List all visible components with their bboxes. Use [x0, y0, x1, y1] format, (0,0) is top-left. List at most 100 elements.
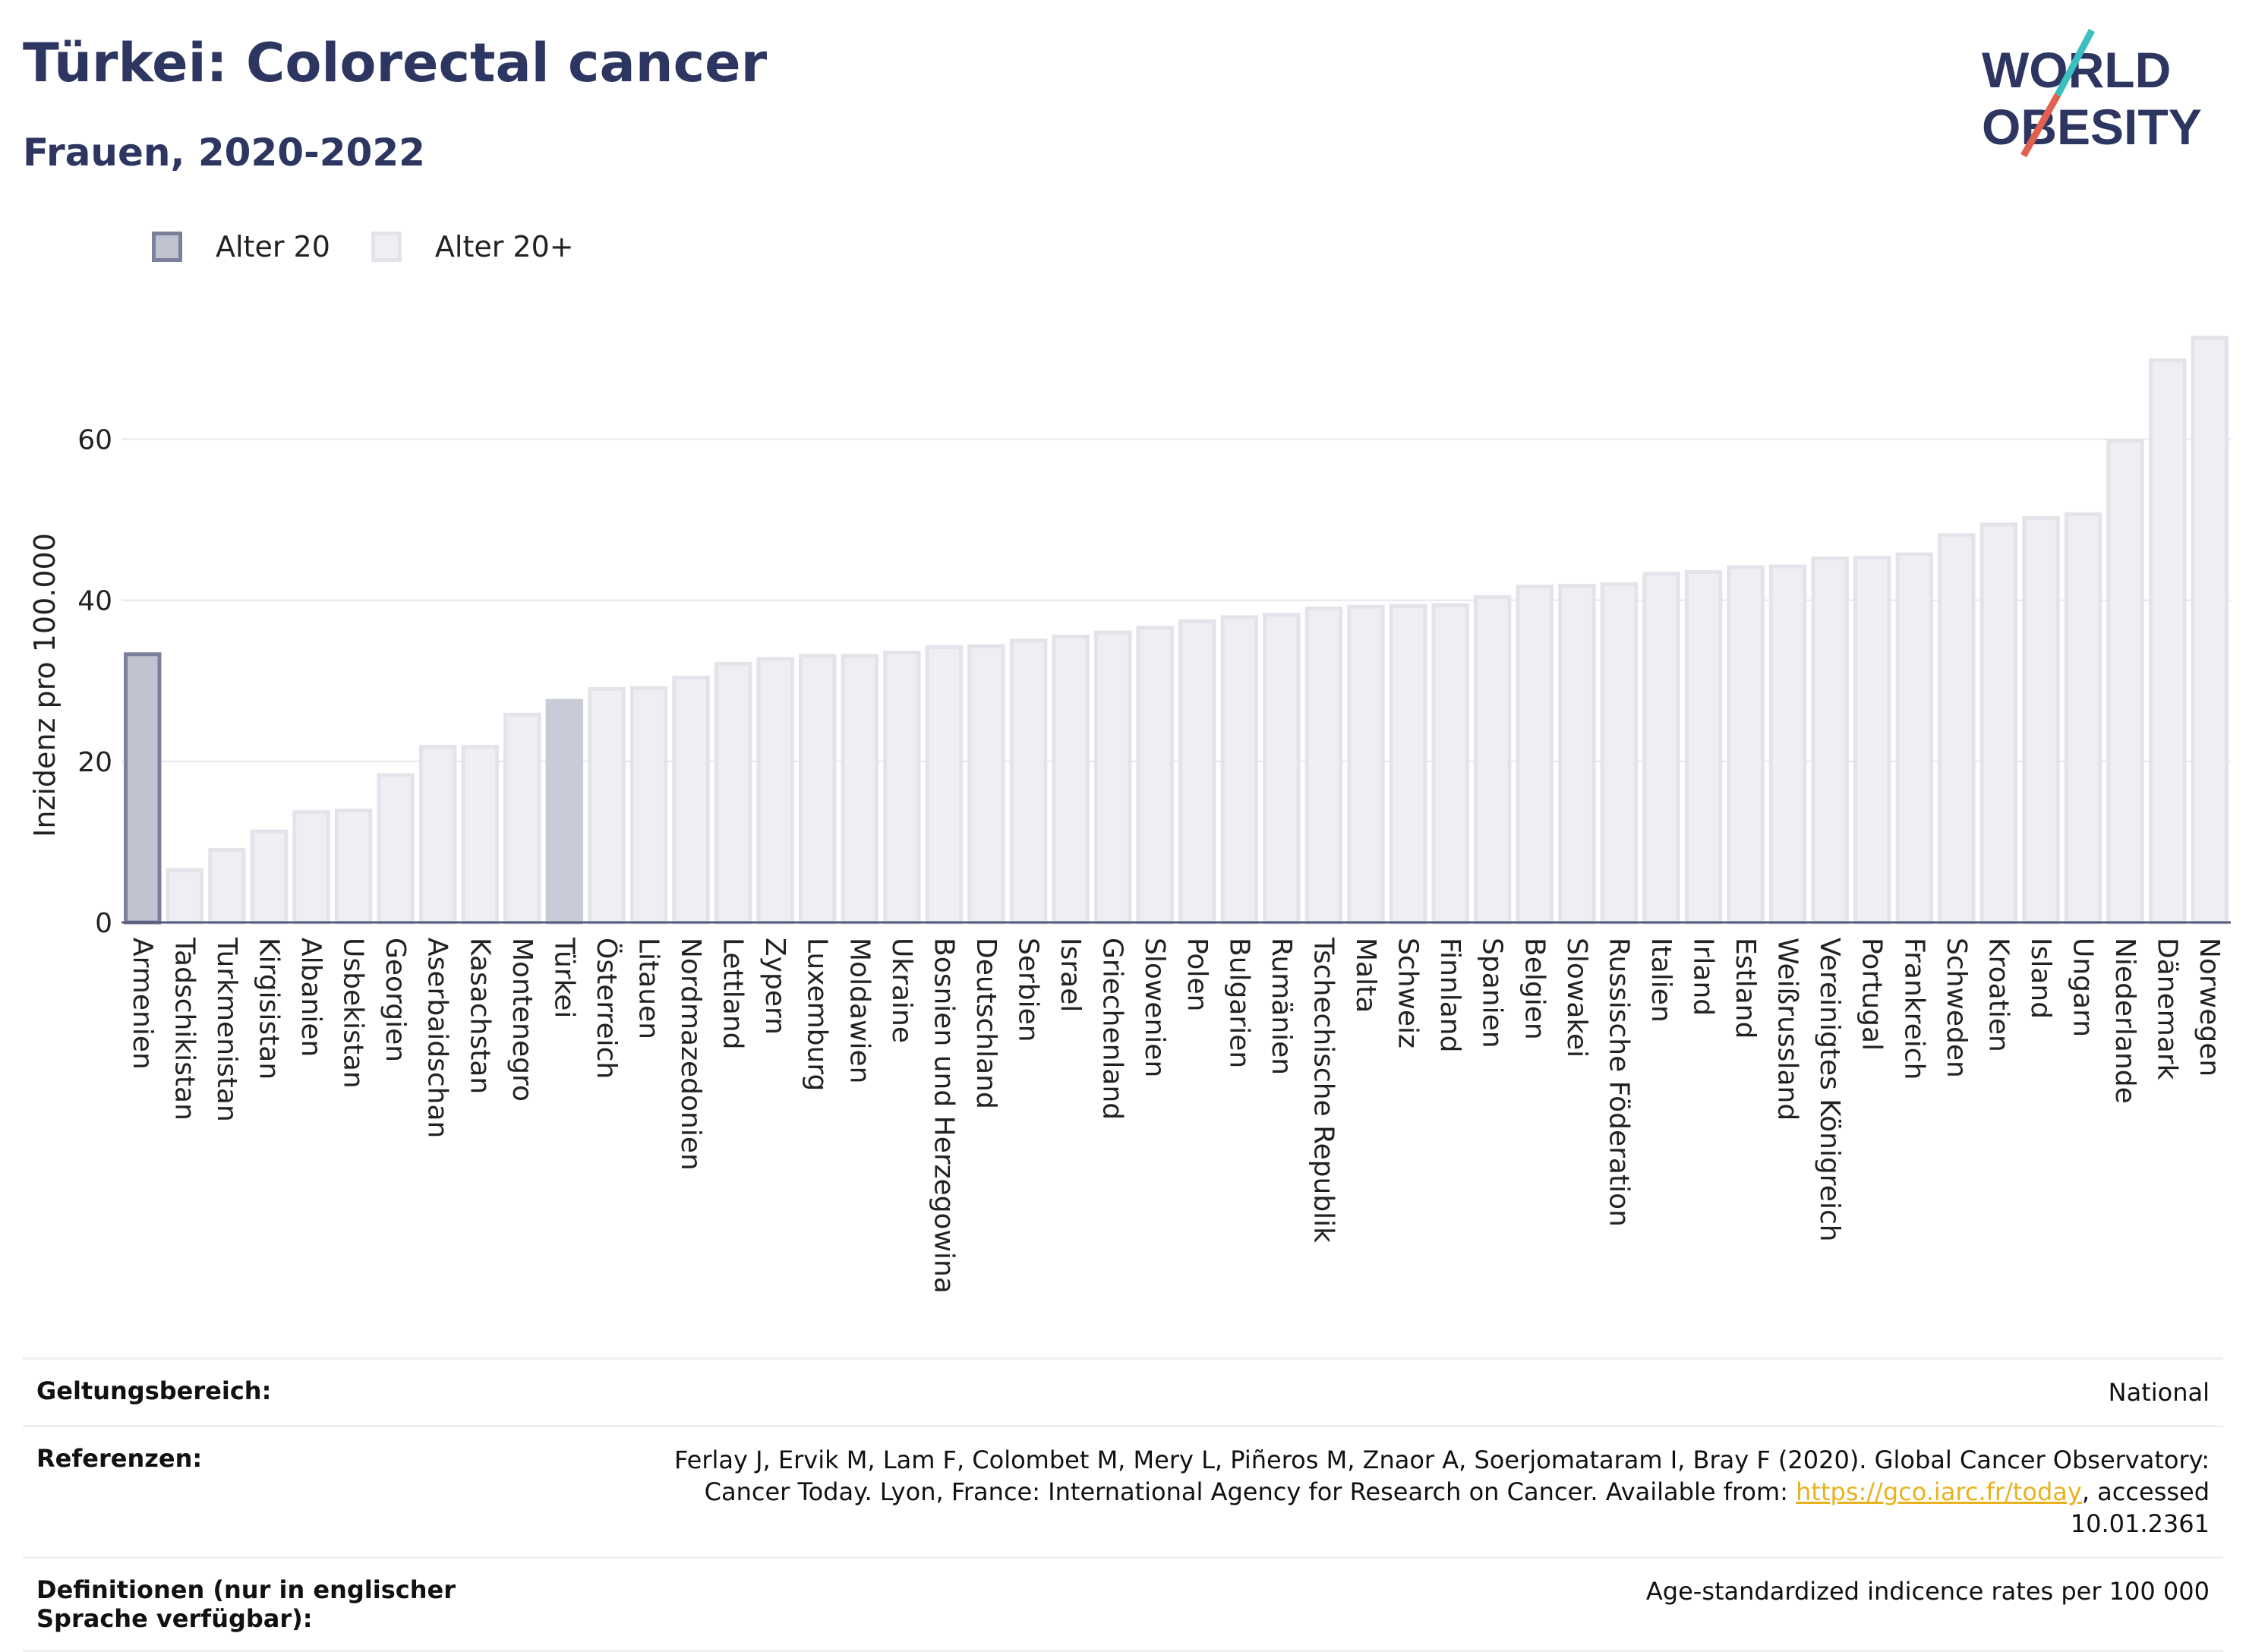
x-tick-label: Albanien [295, 938, 326, 1057]
reference-accessed: , accessed 10.01.2361 [2070, 1477, 2210, 1538]
bar [1052, 634, 1090, 925]
x-tick-label: Turkmenistan [211, 937, 242, 1122]
legend-swatch-alter-20-plus [371, 232, 402, 262]
bar [418, 745, 457, 925]
x-tick-label: Serbien [1013, 938, 1044, 1042]
x-tick-label: Slowakei [1561, 938, 1592, 1058]
bar [503, 712, 541, 925]
bar [1304, 606, 1343, 925]
x-tick-label: Armenien [127, 938, 158, 1070]
x-tick-label: Aserbaidschan [422, 938, 453, 1138]
bar [2064, 512, 2102, 925]
reference-text: Ferlay J, Ervik M, Lam F, Colombet M, Me… [674, 1446, 2210, 1506]
x-tick-label: Niederlande [2109, 938, 2140, 1104]
bar [967, 644, 1005, 925]
x-tick-label: Türkei [548, 937, 579, 1018]
x-tick-label: Polen [1181, 938, 1213, 1011]
svg-text:OBESITY: OBESITY [1982, 99, 2202, 155]
bar [1600, 582, 1639, 925]
x-tick-label: Österreich [591, 938, 623, 1079]
legend-item-alter-20-plus[interactable]: Alter 20+ [371, 230, 574, 263]
x-tick-label: Bosnien und Herzegowina [928, 938, 959, 1294]
bar [1642, 572, 1680, 925]
y-tick-label: 40 [77, 586, 112, 617]
bar [1979, 522, 2018, 925]
bar [208, 848, 246, 925]
x-tick-label: Moldawien [844, 938, 875, 1083]
x-tick-label: Tadschikistan [169, 937, 200, 1121]
bar [2191, 336, 2229, 925]
x-tick-label: Bulgarien [1223, 938, 1254, 1068]
x-tick-label: Weißrussland [1772, 938, 1803, 1121]
bar [1516, 585, 1554, 925]
bar [461, 745, 499, 925]
x-tick-label: Portugal [1856, 938, 1888, 1051]
bar-chart: 0 20 40 60 Inzidenz pro 100.000 Armenien Tadsc… [28, 336, 2231, 1294]
x-tick-label: Irland [1688, 938, 1719, 1016]
bar [2106, 439, 2144, 925]
x-tick-label: Kasachstan [464, 938, 495, 1094]
footer-value-references: Ferlay J, Ervik M, Lam F, Colombet M, Me… [615, 1444, 2210, 1540]
svg-text:WORLD: WORLD [1982, 42, 2171, 98]
x-tick-label: Malta [1350, 938, 1381, 1013]
x-tick-label: Tschechische Republik [1308, 937, 1339, 1243]
bar [1727, 565, 1765, 925]
bar [250, 829, 289, 925]
x-tick-label: Griechenland [1097, 938, 1128, 1120]
x-tick-label: Dänemark [2152, 938, 2183, 1080]
x-tick-label: Finnland [1434, 938, 1465, 1052]
y-tick-label: 0 [95, 908, 112, 939]
y-tick-label: 60 [77, 425, 112, 456]
bar [124, 652, 162, 925]
x-tick-label: Ukraine [886, 938, 917, 1043]
x-tick-label: Ungarn [2068, 938, 2099, 1037]
x-tick-label: Slowenien [1139, 938, 1170, 1077]
legend-swatch-alter-20 [152, 232, 182, 262]
legend-item-alter-20[interactable]: Alter 20 [152, 230, 330, 263]
world-obesity-logo: WORLD OBESITY [1982, 28, 2202, 158]
chart-subtitle: Frauen, 2020-2022 [23, 131, 425, 175]
x-tick-label: Montenegro [506, 938, 538, 1102]
x-tick-label: Schweiz [1393, 938, 1424, 1048]
bar [1093, 630, 1132, 925]
bar [334, 809, 373, 925]
x-tick-label: Belgien [1519, 938, 1550, 1040]
bar [883, 651, 921, 925]
x-tick-label: Island [2025, 938, 2056, 1019]
footer-value-definitions: Age-standardized indicence rates per 100… [1645, 1577, 2210, 1606]
bar [166, 868, 204, 925]
x-tick-label: Nordmazedonien [675, 938, 706, 1171]
x-tick-label: Georgien [380, 938, 411, 1062]
bar [1558, 584, 1596, 925]
bar [2148, 358, 2187, 925]
bar [1811, 556, 1849, 925]
bar [1263, 613, 1301, 925]
x-tick-label: Frankreich [1898, 938, 1929, 1080]
bar [1431, 603, 1469, 925]
bar [714, 661, 752, 925]
bar [1684, 570, 1723, 925]
bar [799, 654, 837, 925]
x-tick-label: Kroatien [1983, 938, 2014, 1052]
bar [292, 810, 330, 925]
bar [1389, 604, 1427, 925]
reference-link[interactable]: https://gco.iarc.fr/today [1796, 1477, 2082, 1506]
legend-label: Alter 20+ [434, 230, 574, 263]
bar [756, 657, 794, 925]
y-tick-label: 20 [77, 747, 112, 778]
x-tick-label: Rumänien [1266, 938, 1297, 1075]
bar [1347, 604, 1385, 925]
x-tick-label: Vereinigtes Königreich [1814, 938, 1845, 1242]
footer-value-scope: National [2108, 1378, 2210, 1407]
footer-row-definitions: Definitionen (nur in englischer Sprache … [23, 1556, 2223, 1652]
bar [629, 686, 668, 925]
x-tick-label: Kirgisistan [253, 938, 284, 1080]
footer-row-references: Referenzen: Ferlay J, Ervik M, Lam F, Co… [23, 1425, 2223, 1556]
x-tick-label: Estland [1730, 938, 1761, 1039]
chart-legend: Alter 20 Alter 20+ [152, 228, 615, 266]
bar [672, 676, 710, 925]
x-tick-label: Spanien [1477, 938, 1508, 1048]
x-tick-label: Deutschland [970, 938, 1002, 1109]
x-tick-label: Luxemburg [802, 938, 833, 1091]
footer-row-scope: Geltungsbereich: National [23, 1357, 2223, 1425]
